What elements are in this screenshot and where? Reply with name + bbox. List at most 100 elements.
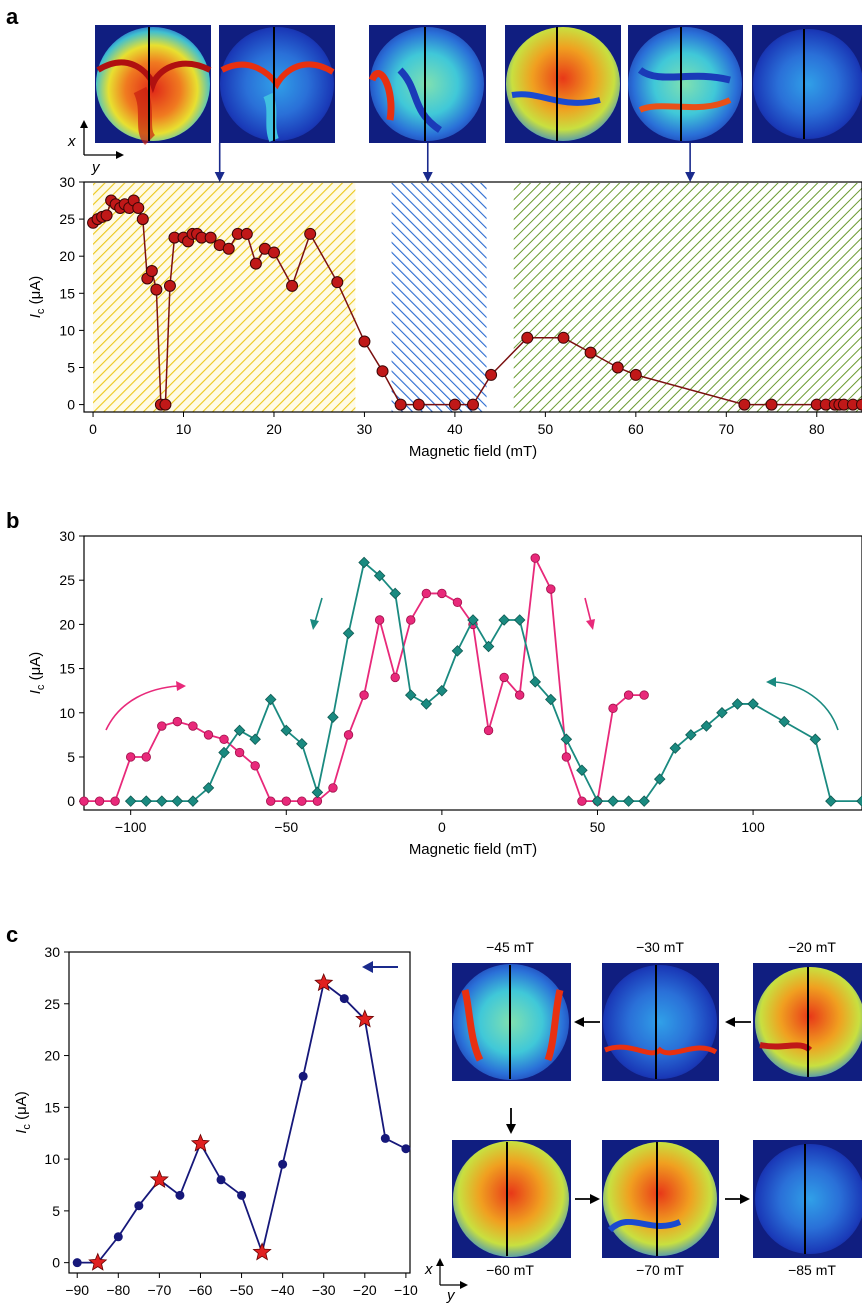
axis-x-indicator-label: x <box>424 1261 433 1278</box>
data-point <box>765 398 778 411</box>
data-point <box>124 795 137 807</box>
image-map <box>95 25 212 145</box>
data-point <box>237 1190 247 1200</box>
data-point <box>856 795 862 807</box>
data-point-star <box>252 1242 272 1261</box>
data-point <box>359 690 369 700</box>
data-point <box>234 747 245 758</box>
sweep-down-arrow-mid-head <box>310 619 319 630</box>
series-diamond <box>124 556 862 807</box>
shaded-region-green <box>513 183 862 412</box>
x-axis-label: Magnetic field (mT) <box>409 841 537 858</box>
data-point <box>264 693 277 706</box>
data-point <box>249 257 262 270</box>
image-map <box>753 963 862 1081</box>
image-map <box>368 25 486 143</box>
x-tick-label: −50 <box>230 1282 254 1298</box>
data-point <box>376 365 389 378</box>
y-tick-label: 25 <box>59 211 75 227</box>
data-point <box>530 553 540 563</box>
data-point <box>545 693 557 706</box>
sequence-arrow-head <box>574 1017 584 1027</box>
x-tick-label: −30 <box>312 1282 336 1298</box>
data-point <box>141 752 151 762</box>
data-point <box>685 729 697 741</box>
data-point <box>278 1159 288 1169</box>
data-point <box>485 368 498 381</box>
data-point <box>591 795 604 807</box>
data-point <box>390 672 400 683</box>
data-point <box>163 279 176 292</box>
data-point <box>172 716 183 727</box>
image-map-grid-c: −45 mT −30 mT −20 mT <box>424 939 862 1304</box>
image-label-minus70: −70 mT <box>636 1262 684 1278</box>
data-point <box>136 213 149 226</box>
data-point <box>202 782 215 794</box>
y-tick-label: 30 <box>59 528 75 544</box>
image-map <box>452 1140 571 1258</box>
image-label-minus30: −30 mT <box>636 939 684 955</box>
y-axis-label: Ic (μA) <box>27 652 47 694</box>
data-point <box>171 795 184 807</box>
data-point <box>513 614 526 626</box>
y-tick-label: 25 <box>44 996 60 1012</box>
plot-frame <box>68 951 411 1274</box>
data-point <box>622 795 635 807</box>
data-point <box>358 556 370 569</box>
data-point <box>286 279 299 292</box>
data-point <box>339 994 349 1004</box>
series-line <box>130 560 862 803</box>
data-point <box>328 783 338 793</box>
sweep-arrows-b <box>105 597 839 731</box>
data-point <box>343 730 354 740</box>
data-point <box>297 796 307 806</box>
data-point <box>373 570 386 582</box>
axis-y-indicator-label: y <box>91 159 101 176</box>
data-point <box>747 698 759 710</box>
x-tick-label: −90 <box>65 1282 89 1298</box>
data-point <box>856 398 862 411</box>
y-tick-label: 15 <box>59 285 75 301</box>
data-point <box>561 752 572 762</box>
y-tick-label: 15 <box>59 661 75 677</box>
x-tick-label: −80 <box>106 1282 130 1298</box>
plot-frame <box>83 181 862 413</box>
image-map <box>452 963 571 1081</box>
data-point <box>156 795 168 807</box>
data-point <box>233 724 246 737</box>
chart-panel-a: 0 10 20 30 40 50 60 70 80 0 5 10 15 20 25 30 Magnetic fi… <box>27 143 862 460</box>
x-tick-label: −60 <box>189 1282 213 1298</box>
data-point <box>467 398 479 411</box>
y-tick-label: 25 <box>59 572 75 588</box>
image-label-minus45: −45 mT <box>486 939 534 955</box>
data-point <box>304 227 317 240</box>
x-tick-label: 80 <box>809 421 825 437</box>
y-tick-label: 10 <box>59 322 75 338</box>
sweep-down-arrow-right-head <box>766 677 776 687</box>
data-point <box>421 588 432 599</box>
data-point <box>312 796 323 806</box>
data-point <box>825 795 837 807</box>
series-line <box>77 981 407 1264</box>
data-point <box>249 733 261 746</box>
data-point <box>204 231 217 244</box>
data-point <box>218 746 230 759</box>
x-tick-label: 50 <box>538 421 554 437</box>
data-point <box>222 242 235 255</box>
data-point <box>298 1071 308 1081</box>
y-axis-label: Ic (μA) <box>13 1091 33 1133</box>
data-point-star <box>190 1133 210 1152</box>
data-point <box>394 398 407 411</box>
image-map <box>219 25 335 143</box>
data-point <box>358 335 371 348</box>
data-point-star <box>88 1252 108 1271</box>
data-point <box>448 398 461 411</box>
data-point <box>266 796 276 806</box>
sequence-arrow-head <box>506 1124 516 1134</box>
data-point <box>404 689 417 701</box>
x-tick-label: 30 <box>357 421 373 437</box>
data-point <box>342 627 355 639</box>
data-point <box>159 398 172 411</box>
data-point <box>157 721 167 731</box>
data-point <box>188 721 198 731</box>
